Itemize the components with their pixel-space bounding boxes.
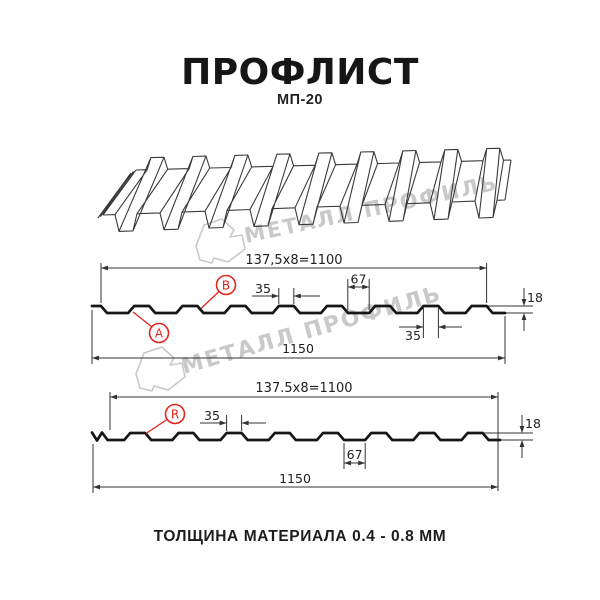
leader-line-b bbox=[200, 291, 220, 309]
dimension-lines bbox=[92, 392, 533, 493]
total-width-label: 1150 bbox=[279, 471, 311, 486]
pitch-dimension-label: 137.5x8=1100 bbox=[255, 381, 352, 396]
marker-letter-r: R bbox=[171, 407, 179, 421]
leader-line-a bbox=[132, 311, 153, 328]
page-title: ПРОФЛИСТ bbox=[181, 52, 419, 93]
profile-outline-reverse bbox=[90, 431, 502, 442]
rib-top-width-label: 35 bbox=[255, 281, 271, 296]
pitch-dimension-label: 137,5x8=1100 bbox=[245, 253, 342, 268]
metall-profil-logo-icon bbox=[135, 346, 186, 392]
leader-line-r bbox=[145, 418, 168, 435]
point-marker-a: A bbox=[132, 311, 170, 344]
cross-section-front: 137,5x8=1100 35 67 18 35 1150 B A bbox=[90, 253, 543, 364]
marker-circle-b bbox=[215, 274, 237, 296]
rib-top-width-label: 35 bbox=[204, 408, 220, 423]
point-marker-b: B bbox=[200, 274, 237, 309]
marker-letter-b: B bbox=[222, 278, 230, 292]
total-width-label: 1150 bbox=[282, 341, 314, 356]
groove-width-label: 67 bbox=[351, 272, 367, 287]
rib-bottom-width-label: 35 bbox=[405, 328, 421, 343]
profile-height-label: 18 bbox=[527, 290, 543, 305]
marker-circle-r bbox=[164, 403, 186, 425]
groove-width-label: 67 bbox=[347, 447, 363, 462]
marker-letter-a: A bbox=[155, 326, 164, 340]
cross-section-reverse: 137.5x8=1100 35 67 18 1150 R bbox=[90, 381, 541, 493]
watermark-bottom: МЕТАЛЛ ПРОФИЛЬ bbox=[135, 281, 445, 392]
dimension-lines bbox=[91, 263, 533, 364]
marker-circle-a bbox=[148, 322, 170, 344]
profile-height-label: 18 bbox=[525, 416, 541, 431]
material-thickness-note: ТОЛЩИНА МАТЕРИАЛА 0.4 - 0.8 ММ bbox=[153, 528, 447, 545]
profile-model-label: МП-20 bbox=[277, 92, 323, 108]
metall-profil-logo-icon bbox=[195, 218, 246, 264]
profile-outline-front bbox=[90, 304, 507, 315]
corrugated-sheet-3d bbox=[97, 147, 512, 232]
point-marker-r: R bbox=[145, 403, 186, 435]
perspective-view bbox=[97, 147, 512, 232]
